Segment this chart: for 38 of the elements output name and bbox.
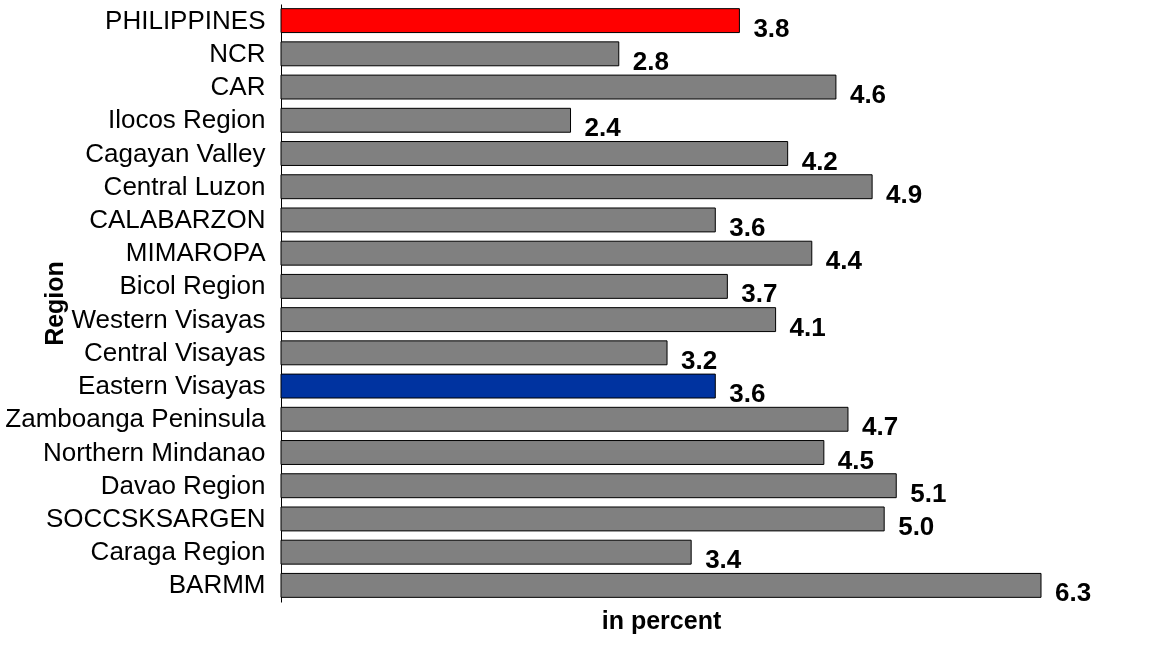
y-tick-label: Central Luzon — [103, 170, 266, 201]
data-label: 4.5 — [837, 444, 875, 475]
data-label: 3.6 — [729, 378, 766, 409]
data-label: 5.1 — [910, 477, 947, 508]
y-tick-label: Caraga Region — [90, 536, 266, 567]
data-label: 4.2 — [801, 145, 838, 176]
y-tick-label: CAR — [210, 71, 266, 102]
data-label: 3.8 — [753, 12, 790, 43]
data-label: 3.2 — [681, 344, 718, 375]
y-tick-label: Zamboanga Peninsula — [5, 403, 267, 434]
data-label: 3.7 — [741, 278, 778, 309]
y-tick-label: Eastern Visayas — [78, 370, 266, 401]
data-label: 4.4 — [825, 245, 863, 276]
data-label: 4.6 — [849, 79, 887, 110]
y-tick-label: PHILIPPINES — [105, 4, 266, 35]
y-tick-label: Western Visayas — [71, 303, 266, 334]
y-tick-label: MIMAROPA — [125, 237, 267, 268]
data-label: 4.9 — [886, 178, 923, 209]
data-label: 4.7 — [861, 411, 899, 442]
data-label: 6.3 — [1055, 577, 1092, 608]
y-tick-label: Central Visayas — [83, 336, 266, 367]
y-tick-label: Ilocos Region — [107, 104, 266, 135]
y-tick-label: Northern Mindanao — [42, 436, 266, 467]
y-tick-label: BARMM — [168, 569, 266, 600]
data-label: 2.4 — [584, 112, 622, 143]
data-label: 3.4 — [705, 544, 742, 575]
y-tick-label: Bicol Region — [119, 270, 266, 301]
y-tick-label: Cagayan Valley — [85, 137, 266, 168]
x-axis-title: in percent — [601, 605, 722, 634]
y-tick-label: SOCCSKSARGEN — [45, 502, 266, 533]
data-label: 3.6 — [729, 211, 766, 242]
y-axis-title: Region — [39, 261, 68, 346]
y-tick-label: Davao Region — [100, 469, 266, 500]
y-tick-label: CALABARZON — [89, 203, 266, 234]
y-tick-label: NCR — [209, 37, 266, 68]
data-label: 2.8 — [632, 45, 669, 76]
data-label: 4.1 — [789, 311, 826, 342]
data-label: 5.0 — [898, 510, 935, 541]
